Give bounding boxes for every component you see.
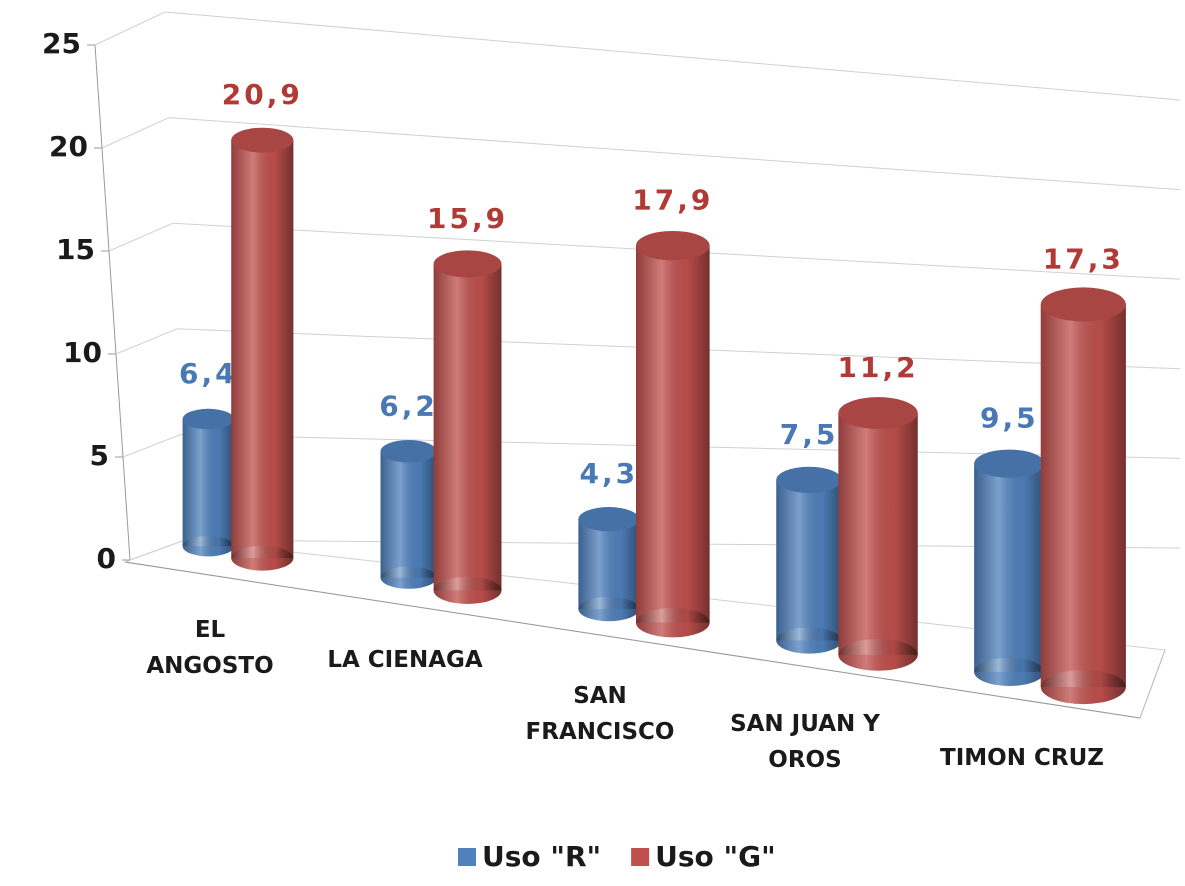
bar-top-shade [578,507,640,532]
bar [380,440,437,589]
grid-line [94,11,166,46]
bar-top [433,250,502,278]
bar-shade [231,140,294,559]
legend-swatch [631,848,650,866]
floor-edge [1139,649,1166,719]
grid-line [115,328,178,355]
x-tick-label: LA CIENAGA [327,647,483,673]
bar-top-shade [1040,287,1126,322]
value-label: 4,3 [579,457,638,490]
bar [578,507,640,622]
y-tick-label: 25 [42,27,81,60]
bar [776,466,842,654]
bar-top [182,408,234,430]
grid-line [164,11,1181,101]
x-tick-label: EL ANGOSTO [146,617,274,679]
bar [1040,287,1126,705]
legend-label: Uso "R" [482,840,601,873]
bar-top-shade [433,250,502,278]
bar-top-shade [182,408,234,430]
bar [838,397,918,671]
y-tick-label: 0 [97,542,116,575]
bar-shade [776,479,842,641]
legend-label: Uso "G" [655,840,776,873]
value-label: 7,5 [780,418,839,451]
bar-shade [578,519,640,610]
bar-shade [182,419,234,547]
bar-top-shade [776,466,842,494]
grid-line [129,539,186,561]
bar-top [974,449,1045,478]
value-label: 6,4 [179,357,238,390]
bar-top [776,466,842,494]
bar [182,408,234,557]
bar-top-shade [838,397,918,429]
bar-shade [1040,304,1126,688]
x-axis [124,561,1141,719]
bar [433,250,502,604]
bar-top-shade [380,440,437,463]
value-label: 15,9 [427,202,508,235]
x-tick-label: TIMON CRUZ [940,745,1104,771]
bar-shade [380,451,437,578]
y-tick-label: 5 [90,439,109,472]
x-tick-label: SAN JUAN Y OROS [730,711,880,773]
bar-top [1040,287,1126,322]
value-label: 6,2 [379,389,438,422]
x-tick-label: SAN FRANCISCO [525,683,675,745]
bar-shade [974,463,1045,672]
y-tick-label: 10 [63,336,102,369]
value-label: 17,3 [1043,242,1124,275]
value-label: 11,2 [838,351,919,384]
value-label: 20,9 [222,78,303,111]
bar-top-shade [231,127,294,153]
bar-top [838,397,918,429]
y-axis [94,44,131,561]
bar-shade [838,413,918,655]
value-label: 17,9 [632,184,713,217]
grid-line [108,222,174,252]
legend-swatch [458,848,476,866]
bar-top [578,507,640,532]
bar-top [380,440,437,463]
y-tick-label: 20 [49,130,88,163]
y-tick-label: 15 [56,233,95,266]
value-label: 9,5 [980,402,1039,435]
bar-top-shade [636,230,710,261]
bar [231,127,294,571]
bar-top [636,230,710,261]
bar-shade [433,263,502,591]
bar [974,449,1045,686]
grid-line [168,117,1181,191]
grid-line [101,117,170,149]
bar-top-shade [974,449,1045,478]
grid-line [122,433,182,458]
bar-top [231,127,294,153]
bar [636,230,710,638]
bar-shade [636,245,710,623]
